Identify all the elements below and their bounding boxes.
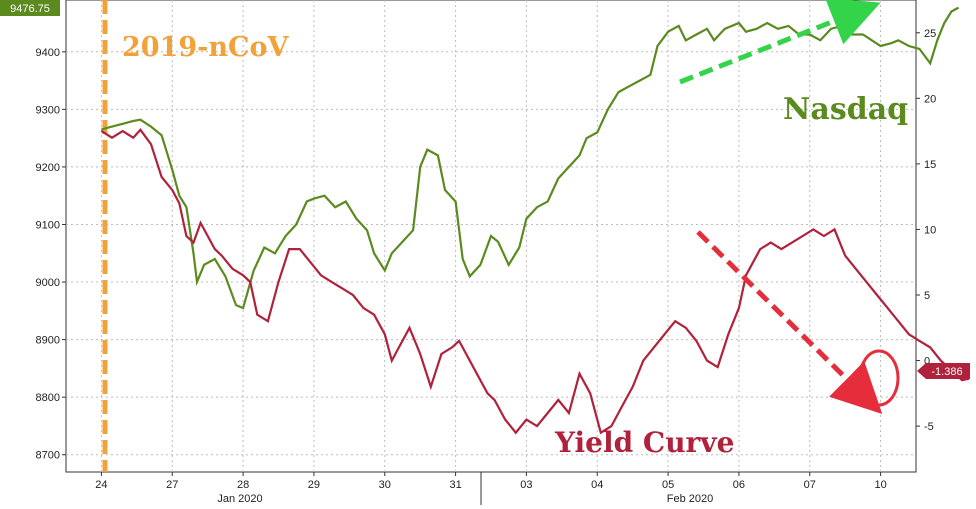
right-tick-label: 15 bbox=[924, 159, 936, 171]
nasdaq-trend-arrow bbox=[679, 0, 881, 85]
month-label-jan: Jan 2020 bbox=[217, 493, 262, 505]
yield-curve-last-value-badge: -1.386 bbox=[917, 363, 970, 379]
yield-curve-label: Yield Curve bbox=[554, 426, 734, 459]
yield-curve-highlight-circle bbox=[858, 349, 900, 407]
yield-curve-trend-arrow bbox=[696, 230, 883, 415]
left-tick-label: 9400 bbox=[36, 47, 60, 59]
right-tick-label: 5 bbox=[924, 290, 930, 302]
grid-lines bbox=[66, 0, 916, 472]
left-tick-label: 9000 bbox=[36, 277, 60, 289]
yield-curve-last-value: -1.386 bbox=[931, 366, 962, 378]
x-tick-label: 06 bbox=[733, 479, 745, 491]
left-tick-label: 9300 bbox=[36, 104, 60, 116]
right-tick-label: 25 bbox=[924, 28, 936, 40]
left-tick-label: 8800 bbox=[36, 392, 60, 404]
month-label-feb: Feb 2020 bbox=[667, 493, 713, 505]
x-tick-label: 30 bbox=[379, 479, 391, 491]
left-tick-label: 9200 bbox=[36, 162, 60, 174]
x-tick-label: 05 bbox=[662, 479, 674, 491]
nasdaq-label: Nasdaq bbox=[783, 92, 908, 127]
x-tick-label: 07 bbox=[804, 479, 816, 491]
left-tick-label: 8700 bbox=[36, 450, 60, 462]
x-tick-label: 28 bbox=[237, 479, 249, 491]
right-tick-label: 10 bbox=[924, 224, 936, 236]
x-tick-label: 10 bbox=[874, 479, 886, 491]
left-tick-label: 9100 bbox=[36, 219, 60, 231]
right-tick-label: -5 bbox=[924, 421, 934, 433]
x-tick-label: 04 bbox=[591, 479, 603, 491]
right-tick-label: 0 bbox=[924, 356, 930, 368]
left-axis-ticks: 8700 8800 8900 9000 9100 9200 9300 9400 bbox=[36, 47, 66, 462]
nasdaq-last-value: 9476.75 bbox=[10, 3, 50, 15]
x-tick-label: 31 bbox=[449, 479, 461, 491]
x-tick-label: 29 bbox=[308, 479, 320, 491]
left-tick-label: 8900 bbox=[36, 335, 60, 347]
x-tick-label: 03 bbox=[520, 479, 532, 491]
event-label: 2019-nCoV bbox=[122, 32, 289, 63]
x-tick-label: 24 bbox=[95, 479, 107, 491]
right-tick-label: 20 bbox=[924, 93, 936, 105]
right-axis-ticks: -5 0 5 10 15 20 25 bbox=[916, 28, 936, 433]
x-tick-label: 27 bbox=[166, 479, 178, 491]
yield-curve-series-line bbox=[100, 128, 970, 435]
x-axis-ticks: 24 27 28 29 30 31 03 04 05 06 07 10 bbox=[95, 472, 887, 491]
nasdaq-series-line bbox=[101, 6, 960, 310]
nasdaq-last-value-badge: 9476.75 bbox=[0, 0, 60, 16]
